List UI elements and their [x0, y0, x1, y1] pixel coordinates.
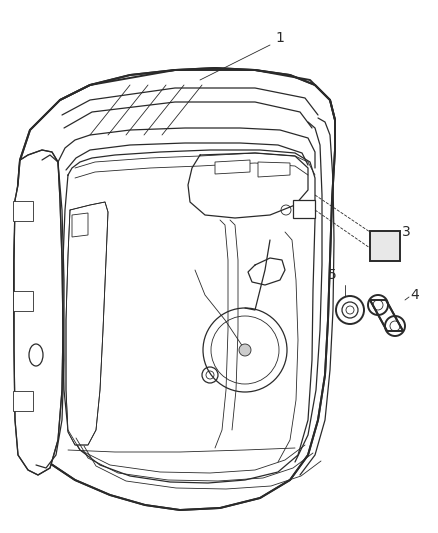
FancyBboxPatch shape [370, 231, 400, 261]
Polygon shape [72, 213, 88, 237]
Polygon shape [14, 68, 335, 510]
Text: 5: 5 [328, 268, 336, 282]
Text: 1: 1 [275, 31, 284, 45]
Polygon shape [215, 160, 250, 174]
Text: 4: 4 [410, 288, 419, 302]
FancyBboxPatch shape [13, 291, 33, 311]
Polygon shape [370, 300, 403, 331]
Circle shape [239, 344, 251, 356]
Polygon shape [66, 202, 108, 445]
FancyBboxPatch shape [293, 200, 315, 218]
Polygon shape [258, 162, 290, 177]
FancyBboxPatch shape [13, 201, 33, 221]
FancyBboxPatch shape [13, 391, 33, 411]
Text: 3: 3 [402, 225, 411, 239]
Polygon shape [14, 150, 63, 475]
